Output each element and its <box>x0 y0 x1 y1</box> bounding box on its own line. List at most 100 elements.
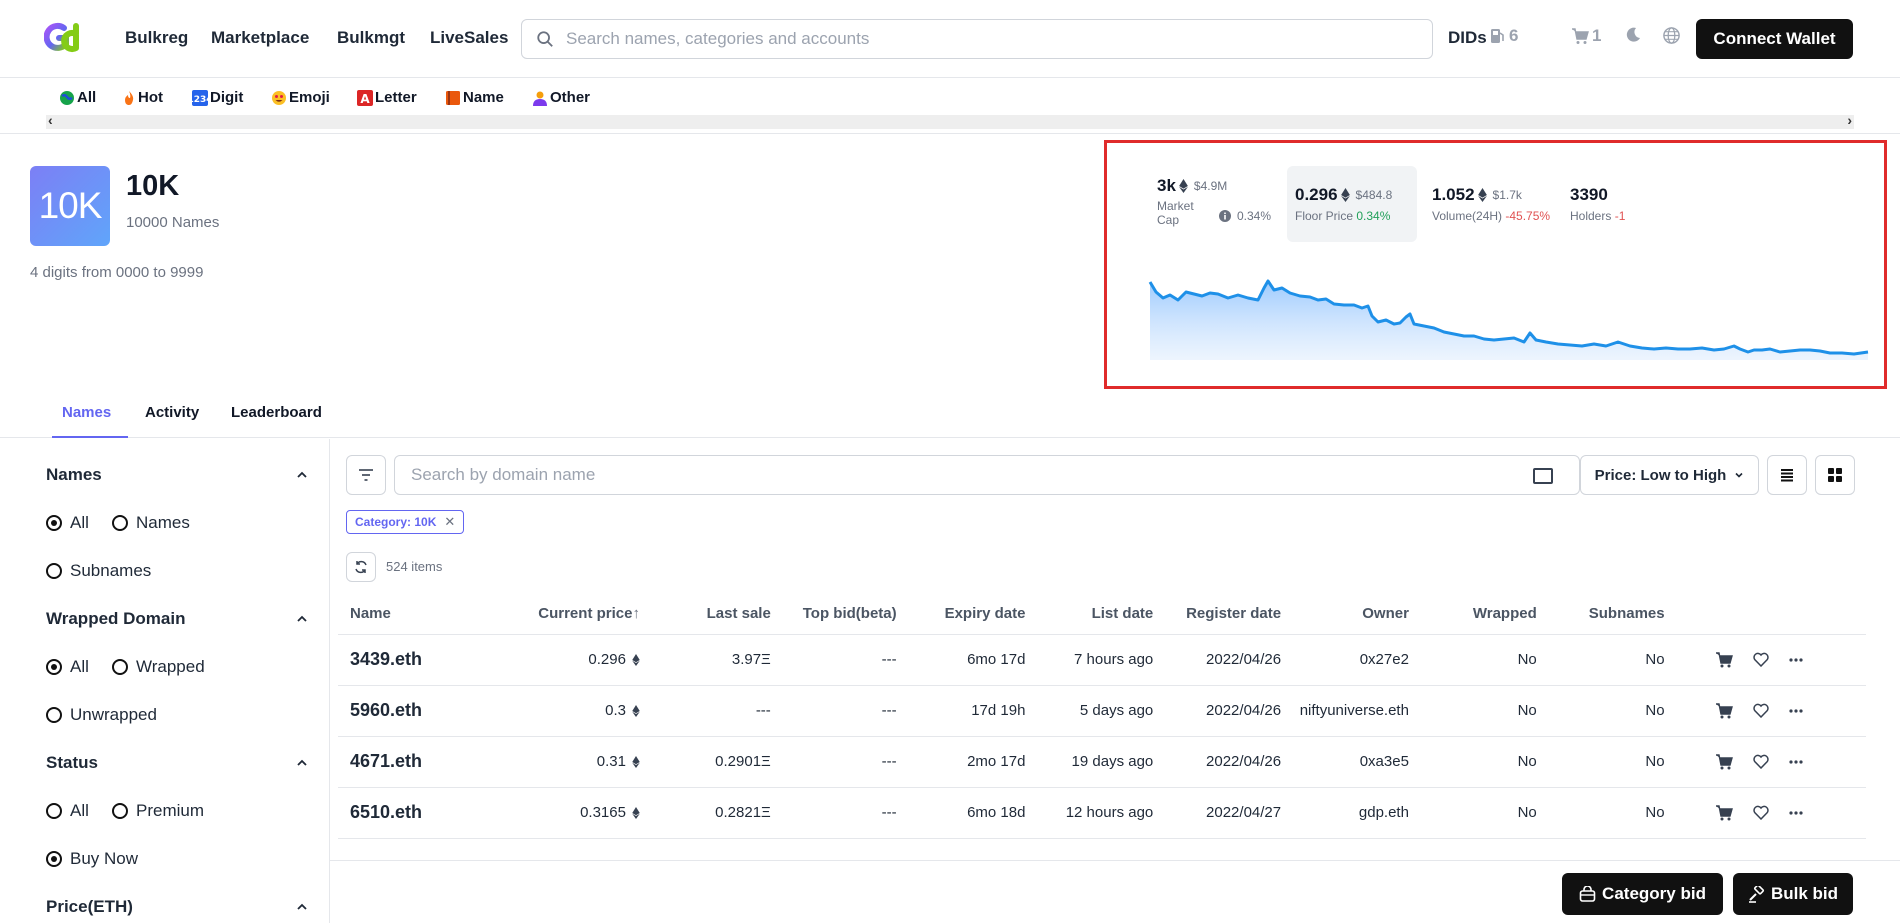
category-hot[interactable]: Hot <box>122 89 163 106</box>
global-search[interactable] <box>521 19 1433 59</box>
domain-search[interactable] <box>394 455 1580 495</box>
col-last-sale[interactable]: Last sale <box>706 605 771 623</box>
table-row[interactable]: 5960.eth 0.3 --- --- 17d 19h 5 days ago … <box>338 684 1866 736</box>
radio-dot <box>46 659 62 675</box>
tab-activity[interactable]: Activity <box>145 404 200 421</box>
col-top-bid[interactable]: Top bid(beta) <box>802 605 897 623</box>
radio-label: Buy Now <box>70 849 139 868</box>
owner-cell[interactable]: 0xa3e5 <box>1281 735 1409 787</box>
close-icon[interactable]: ✕ <box>444 514 456 529</box>
eth-icon <box>1179 179 1188 193</box>
heart-icon[interactable] <box>1752 805 1769 820</box>
radio-label: All <box>70 801 89 820</box>
tab-leaderboard[interactable]: Leaderboard <box>231 404 322 421</box>
radio-names-names[interactable]: Names <box>112 513 190 533</box>
col-name[interactable]: Name <box>350 605 391 623</box>
chevron-up-icon[interactable] <box>296 613 308 625</box>
domain-search-input[interactable] <box>411 465 1511 485</box>
expiry-cell: 6mo 18d <box>896 786 1026 839</box>
table-row[interactable]: 4671.eth 0.31 0.2901Ξ --- 2mo 17d 19 day… <box>338 735 1866 787</box>
category-bid-button[interactable]: Category bid <box>1562 873 1723 915</box>
more-options-icon[interactable] <box>1788 708 1803 713</box>
radio-status-premium[interactable]: Premium <box>112 801 204 821</box>
logo-icon[interactable] <box>44 20 90 56</box>
owner-cell[interactable]: niftyuniverse.eth <box>1281 684 1409 736</box>
radio-wrapped-unwrapped[interactable]: Unwrapped <box>46 705 157 725</box>
owner-cell[interactable]: gdp.eth <box>1281 786 1409 839</box>
info-icon[interactable] <box>1219 210 1231 222</box>
domain-name-link[interactable]: 5960.eth <box>350 700 423 720</box>
radio-wrapped-wrapped[interactable]: Wrapped <box>112 657 205 677</box>
table-row[interactable]: 6510.eth 0.3165 0.2821Ξ --- 6mo 18d 12 h… <box>338 786 1866 839</box>
nav-bulkreg[interactable]: Bulkreg <box>125 28 189 47</box>
connect-wallet-button[interactable]: Connect Wallet <box>1696 19 1853 59</box>
radio-status-all[interactable]: All <box>46 801 89 821</box>
cart-indicator[interactable]: 1 <box>1571 26 1601 46</box>
heart-icon[interactable] <box>1752 652 1769 667</box>
last-sale-cell: --- <box>639 684 771 736</box>
domain-name-link[interactable]: 4671.eth <box>350 751 423 771</box>
nav-bulkmgt[interactable]: Bulkmgt <box>337 28 405 47</box>
category-other[interactable]: Other <box>532 89 590 106</box>
owner-cell[interactable]: 0x27e2 <box>1281 633 1409 685</box>
more-options-icon[interactable] <box>1788 759 1803 764</box>
more-options-icon[interactable] <box>1788 657 1803 662</box>
current-price-value: 0.3 <box>605 702 626 719</box>
category-emoji[interactable]: Emoji <box>271 89 330 106</box>
add-to-cart-icon[interactable] <box>1715 702 1733 719</box>
category-letter[interactable]: A Letter <box>357 89 417 106</box>
chevron-up-icon[interactable] <box>296 901 308 913</box>
theme-toggle[interactable] <box>1624 26 1642 44</box>
chevron-up-icon[interactable] <box>296 757 308 769</box>
col-subnames[interactable]: Subnames <box>1588 605 1665 623</box>
card-view-icon[interactable] <box>1533 468 1553 484</box>
global-search-input[interactable] <box>566 29 1386 49</box>
col-owner[interactable]: Owner <box>1362 605 1409 623</box>
col-wrapped[interactable]: Wrapped <box>1472 605 1537 623</box>
radio-label: Wrapped <box>136 657 205 676</box>
bulk-bid-button[interactable]: Bulk bid <box>1733 873 1853 915</box>
top-bid-cell: --- <box>770 633 897 685</box>
scroll-left-icon[interactable]: ‹ <box>48 112 53 128</box>
more-options-icon[interactable] <box>1788 810 1803 815</box>
col-expiry-date[interactable]: Expiry date <box>944 605 1026 623</box>
category-scrollbar[interactable]: ‹ › <box>46 112 1854 129</box>
nav-livesales[interactable]: LiveSales <box>430 28 509 47</box>
domain-name-link[interactable]: 3439.eth <box>350 649 423 669</box>
grid-view-button[interactable] <box>1815 455 1855 495</box>
gas-indicator[interactable]: 6 <box>1490 26 1518 46</box>
radio-names-subnames[interactable]: Subnames <box>46 561 151 581</box>
col-actions <box>1665 594 1866 634</box>
heart-icon[interactable] <box>1752 703 1769 718</box>
add-to-cart-icon[interactable] <box>1715 804 1733 821</box>
category-all[interactable]: All <box>59 89 96 106</box>
floor-price-card[interactable] <box>1287 166 1417 242</box>
domain-name-link[interactable]: 6510.eth <box>350 802 423 822</box>
active-filter-chip[interactable]: Category: 10K ✕ <box>346 510 465 534</box>
filter-toggle-button[interactable] <box>346 455 386 495</box>
sort-dropdown[interactable]: Price: Low to High <box>1580 455 1759 495</box>
list-view-button[interactable] <box>1767 455 1807 495</box>
scroll-right-icon[interactable]: › <box>1847 112 1852 128</box>
radio-wrapped-all[interactable]: All <box>46 657 89 677</box>
chevron-up-icon[interactable] <box>296 469 308 481</box>
tab-names[interactable]: Names <box>62 404 112 421</box>
collection-tabs: Names Activity Leaderboard <box>0 396 1900 438</box>
col-list-date[interactable]: List date <box>1091 605 1154 623</box>
refresh-button[interactable] <box>346 552 376 582</box>
add-to-cart-icon[interactable] <box>1715 753 1733 770</box>
col-current-price[interactable]: Current price↑ <box>479 594 640 634</box>
col-register-date[interactable]: Register date <box>1186 605 1282 623</box>
svg-text:A: A <box>360 92 370 106</box>
table-row[interactable]: 3439.eth 0.296 3.97Ξ --- 6mo 17d 7 hours… <box>338 633 1866 685</box>
language-selector[interactable] <box>1662 26 1681 45</box>
sort-arrow-up-icon: ↑ <box>632 605 640 623</box>
radio-status-buy-now[interactable]: Buy Now <box>46 849 138 869</box>
nav-marketplace[interactable]: Marketplace <box>211 28 310 47</box>
category-digit[interactable]: 1234 Digit <box>192 89 243 106</box>
heart-icon[interactable] <box>1752 754 1769 769</box>
radio-names-all[interactable]: All <box>46 513 89 533</box>
eth-icon <box>1340 188 1350 202</box>
category-name[interactable]: Name <box>445 89 504 106</box>
add-to-cart-icon[interactable] <box>1715 651 1733 668</box>
